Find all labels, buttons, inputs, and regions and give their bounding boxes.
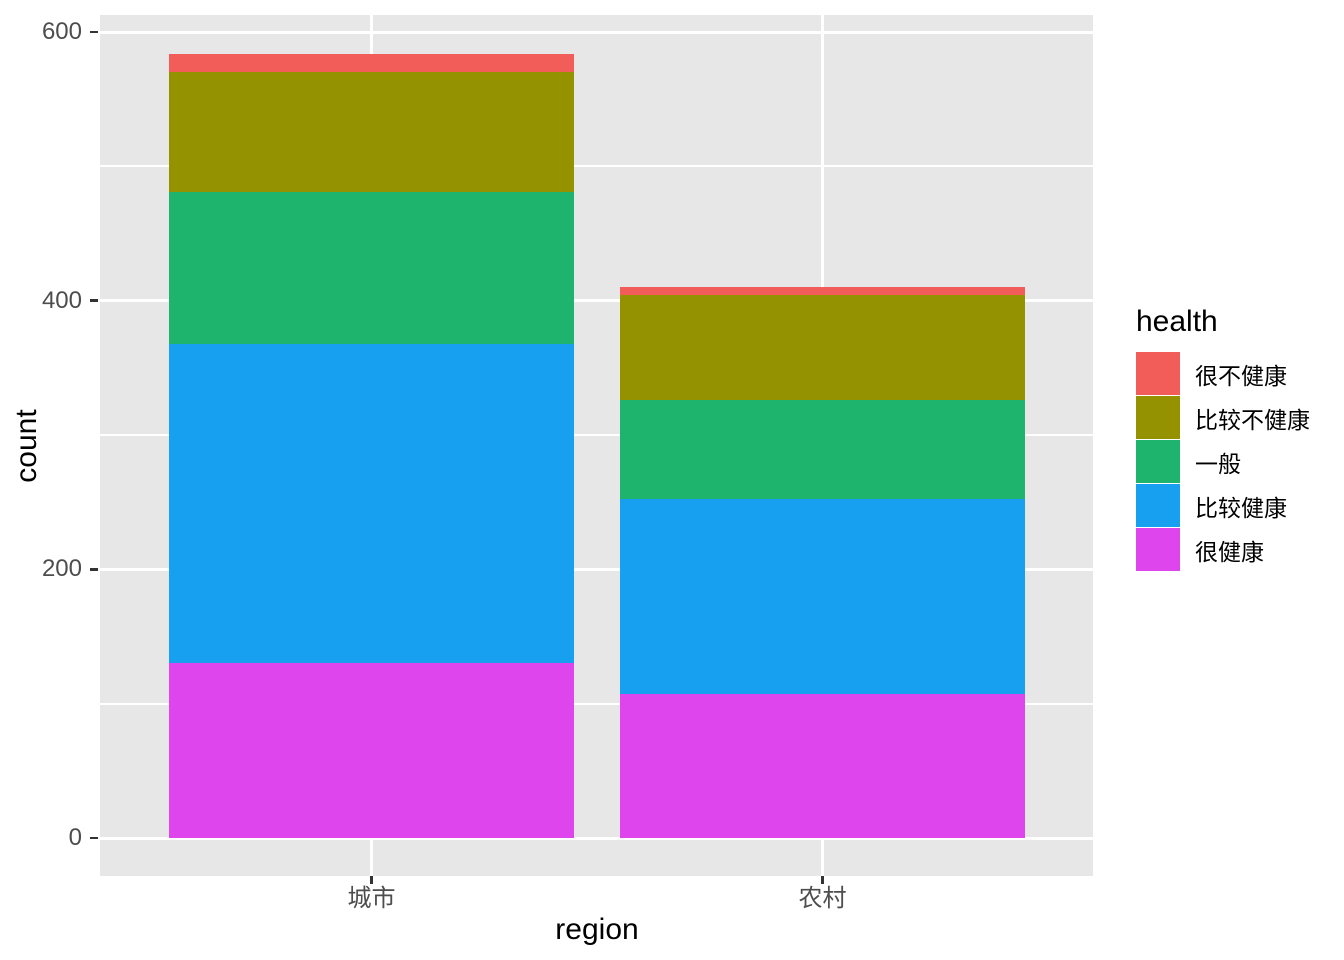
legend-label-比较不健康: 比较不健康 — [1195, 406, 1310, 433]
y-axis-title: count — [10, 409, 43, 483]
x-tick-mark-2 — [821, 876, 824, 884]
bar-segment-城市-比较健康 — [169, 343, 574, 664]
legend-key-swatch-比较不健康 — [1136, 396, 1180, 439]
y-tick-mark-0 — [90, 836, 98, 840]
legend-item-比较不健康: 比较不健康 — [1136, 396, 1344, 439]
gridline-minor-y-300 — [100, 434, 1093, 436]
legend-label-很不健康: 很不健康 — [1195, 362, 1287, 389]
bar-segment-农村-比较不健康 — [620, 295, 1025, 401]
bar-segment-农村-很不健康 — [620, 287, 1025, 296]
legend-key-swatch-很不健康 — [1136, 352, 1180, 395]
y-tick-label-200: 200 — [41, 555, 82, 583]
bar-segment-农村-很健康 — [620, 694, 1025, 838]
y-tick-label-400: 400 — [41, 286, 82, 314]
legend-key-swatch-一般 — [1136, 440, 1180, 483]
legend-item-比较健康: 比较健康 — [1136, 484, 1344, 527]
y-tick-mark-400 — [90, 299, 98, 302]
bar-segment-农村-比较健康 — [620, 499, 1025, 695]
legend-key-swatch-比较健康 — [1136, 484, 1180, 527]
legend-item-一般: 一般 — [1136, 440, 1344, 483]
legend-label-很健康: 很健康 — [1195, 538, 1264, 565]
legend-label-比较健康: 比较健康 — [1195, 494, 1287, 521]
bar-segment-城市-很不健康 — [169, 53, 574, 73]
y-tick-mark-600 — [90, 30, 98, 34]
bar-segment-城市-比较不健康 — [169, 72, 574, 192]
gridline-major-y-600 — [100, 30, 1093, 34]
gridline-minor-y-500 — [100, 165, 1093, 168]
x-tick-label-2: 农村 — [798, 885, 847, 912]
x-tick-mark-1 — [370, 876, 373, 884]
legend-item-很不健康: 很不健康 — [1136, 352, 1344, 395]
x-axis-title: region — [555, 913, 639, 946]
legend-items: 很不健康比较不健康一般比较健康很健康 — [1136, 352, 1344, 571]
legend-label-一般: 一般 — [1195, 450, 1241, 477]
x-tick-label-1: 城市 — [347, 885, 396, 912]
legend-item-很健康: 很健康 — [1136, 528, 1344, 571]
bar-segment-城市-很健康 — [169, 663, 574, 838]
plot-panel — [100, 15, 1093, 876]
y-tick-label-600: 600 — [41, 18, 82, 45]
bar-segment-农村-一般 — [620, 400, 1025, 500]
bar-农村 — [620, 287, 1025, 838]
bar-城市 — [169, 53, 574, 838]
gridline-major-y-400 — [100, 299, 1093, 303]
gridline-major-y-200 — [100, 567, 1093, 571]
gridline-minor-y-100 — [100, 702, 1093, 705]
legend-key-swatch-很健康 — [1136, 528, 1180, 571]
bar-segment-城市-一般 — [169, 191, 574, 344]
gridline-major-y-0 — [100, 836, 1093, 840]
y-tick-label-0: 0 — [68, 824, 82, 851]
y-tick-mark-200 — [90, 568, 98, 571]
legend-title: health — [1136, 305, 1218, 338]
legend: health 很不健康比较不健康一般比较健康很健康 — [1136, 306, 1344, 572]
